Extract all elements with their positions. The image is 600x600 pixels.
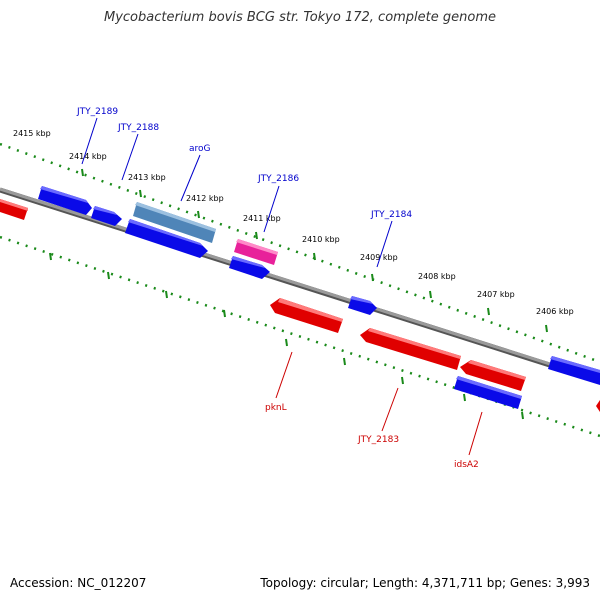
gene-arrow[interactable] [548,356,600,385]
gene-arrow-jty2186[interactable] [234,239,278,265]
inner-major-ticks [49,252,524,420]
forward-label-connectors [81,117,393,268]
scale-label: 2409 kbp [360,253,398,262]
scale-label: 2415 kbp [13,129,51,138]
gene-arrow[interactable] [229,256,270,279]
gene-label-jty2188[interactable]: JTY_2188 [117,123,159,133]
scale-label: 2412 kbp [186,194,224,203]
gene-label-arog[interactable]: aroG [189,144,211,154]
gene-arrow[interactable] [348,296,377,315]
gene-arrow[interactable] [454,376,522,409]
backbone [0,187,600,382]
gene-label-idsa2[interactable]: idsA2 [454,460,479,470]
scale-label: 2408 kbp [418,272,456,281]
scale-label: 2406 kbp [536,307,574,316]
forward-genes [38,186,600,409]
gene-arrow-idsA2[interactable] [460,360,526,391]
gene-arrow-aroG[interactable] [133,202,216,243]
gene-label-jty2189[interactable]: JTY_2189 [76,107,118,117]
scale-label: 2413 kbp [128,173,166,182]
gene-label-jty2183[interactable]: JTY_2183 [357,435,399,445]
gene-label-jty2184[interactable]: JTY_2184 [370,210,412,220]
gene-arrow[interactable] [38,186,92,215]
genome-title: Mycobacterium bovis BCG str. Tokyo 172, … [104,10,496,25]
inner-scale-track [0,235,600,438]
gene-arrow-jty2183[interactable] [360,328,461,370]
scale-label: 2407 kbp [477,290,515,299]
gene-arrow-pknL[interactable] [270,298,343,333]
scale-label: 2410 kbp [302,235,340,244]
reverse-genes [0,199,600,412]
outer-major-ticks [81,168,548,333]
gene-label-jty2186[interactable]: JTY_2186 [257,174,299,184]
accession-text: Accession: NC_012207 [10,576,147,590]
reverse-label-connectors [275,351,483,456]
gene-arrow[interactable] [125,219,208,258]
scale-label: 2411 kbp [243,214,281,223]
gene-arrow[interactable] [91,206,122,226]
scale-label: 2414 kbp [69,152,107,161]
outer-scale-track [0,142,600,364]
genome-summary-text: Topology: circular; Length: 4,371,711 bp… [260,576,590,590]
gene-label-pknl[interactable]: pknL [265,403,287,413]
